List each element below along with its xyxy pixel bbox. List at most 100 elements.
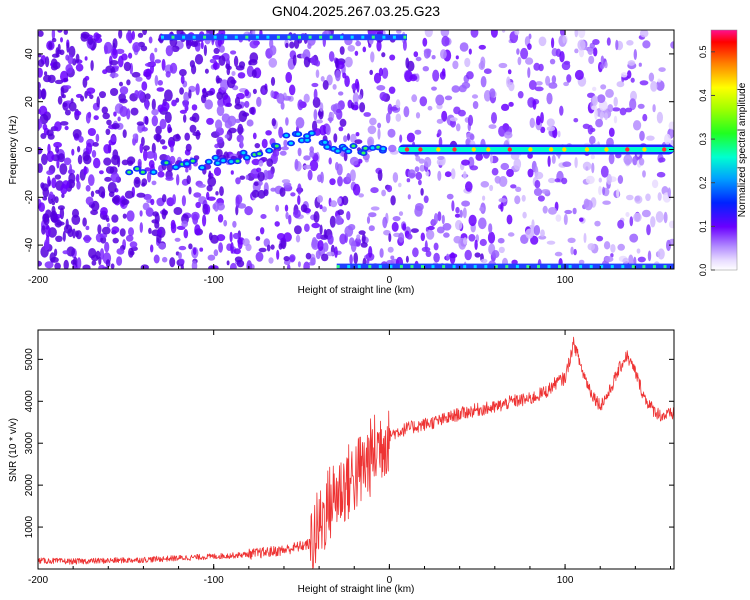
noise-blob: [48, 41, 53, 50]
snr-y-tick-label: 3000: [24, 432, 35, 455]
noise-blob: [604, 112, 608, 121]
noise-blob: [213, 249, 219, 257]
noise-blob: [468, 234, 476, 242]
noise-blob: [606, 37, 611, 46]
noise-blob: [458, 84, 467, 93]
snr-x-tick-label: 0: [387, 575, 393, 586]
edge-band-dot: [392, 35, 396, 39]
noise-blob: [310, 56, 316, 66]
noise-blob: [309, 159, 319, 172]
noise-blob: [369, 69, 374, 75]
noise-blob: [105, 166, 115, 174]
noise-blob: [202, 214, 207, 227]
noise-blob: [426, 48, 431, 58]
noise-blob: [592, 86, 597, 92]
noise-blob: [433, 213, 439, 224]
colorbar-label: Normalized spectral amplitude: [737, 82, 748, 217]
noise-blob: [642, 113, 648, 122]
noise-blob: [490, 30, 498, 38]
noise-blob: [209, 58, 217, 64]
trace-blob-inner: [381, 147, 386, 151]
noise-blob: [194, 224, 201, 236]
noise-blob: [440, 49, 447, 60]
noise-blob: [562, 161, 572, 167]
noise-blob: [402, 223, 407, 231]
edge-band-dot: [431, 265, 435, 269]
noise-blob: [229, 231, 233, 243]
noise-blob: [483, 68, 492, 74]
noise-blob: [122, 213, 127, 219]
noise-blob: [587, 124, 594, 135]
noise-blob: [632, 156, 638, 166]
noise-blob: [143, 68, 152, 77]
noise-blob: [165, 176, 174, 181]
noise-blob: [134, 90, 139, 98]
noise-blob: [151, 109, 159, 116]
noise-blob: [151, 115, 158, 127]
noise-blob: [650, 216, 656, 228]
noise-blob: [171, 45, 180, 52]
noise-blob: [520, 47, 529, 60]
edge-band-dot: [266, 35, 270, 39]
spectrogram-y-tick-label: -40: [24, 237, 35, 252]
noise-blob: [169, 62, 178, 74]
noise-blob: [638, 62, 642, 67]
noise-blob: [151, 98, 156, 111]
noise-blob: [237, 203, 247, 209]
noise-blob: [530, 235, 539, 245]
noise-blob: [334, 246, 338, 258]
noise-blob: [213, 201, 219, 212]
carrier-peak: [404, 147, 410, 152]
trace-blob-inner: [296, 132, 301, 136]
noise-blob: [604, 61, 608, 69]
noise-blob: [323, 242, 329, 252]
noise-blob: [99, 248, 105, 260]
noise-blob: [321, 206, 327, 213]
noise-blob: [100, 191, 106, 199]
noise-blob: [271, 118, 276, 127]
noise-blob: [132, 42, 141, 53]
noise-blob: [289, 84, 296, 96]
noise-blob: [489, 154, 494, 164]
noise-blob: [185, 143, 192, 152]
edge-band-dot: [505, 265, 509, 269]
noise-blob: [587, 47, 594, 55]
noise-blob: [554, 251, 563, 257]
noise-blob: [554, 178, 561, 183]
noise-blob: [436, 118, 444, 124]
noise-blob: [175, 133, 180, 140]
noise-blob: [38, 118, 43, 130]
spectrogram-x-tick-label: -200: [28, 275, 48, 286]
noise-blob: [255, 251, 264, 262]
noise-blob: [517, 56, 522, 66]
noise-blob: [232, 220, 237, 228]
noise-blob: [593, 47, 598, 57]
spectrogram-x-ticks: -200 -100 0 100: [28, 30, 671, 286]
trace-blob-inner: [140, 170, 145, 174]
noise-blob: [587, 243, 596, 251]
noise-blob: [488, 223, 493, 234]
noise-blob: [216, 136, 224, 144]
noise-blob: [297, 261, 301, 268]
noise-blob: [99, 170, 104, 175]
noise-blob: [363, 112, 372, 117]
noise-blob: [258, 247, 267, 253]
noise-blob: [478, 44, 486, 50]
noise-blob: [281, 179, 291, 184]
noise-blob: [235, 177, 241, 185]
noise-blob: [261, 138, 268, 149]
noise-blob: [289, 41, 295, 49]
noise-blob: [285, 42, 289, 49]
noise-blob: [398, 182, 402, 188]
noise-blob: [83, 234, 91, 244]
noise-blob: [461, 159, 470, 166]
noise-blob: [204, 204, 211, 215]
noise-blob: [72, 58, 77, 66]
noise-blob: [642, 170, 646, 178]
snr-y-tick-label: 2000: [24, 474, 35, 497]
noise-blob: [64, 125, 69, 131]
noise-blob: [508, 82, 515, 92]
noise-blob: [616, 81, 625, 88]
noise-blob: [109, 72, 119, 78]
noise-blob: [56, 158, 60, 169]
